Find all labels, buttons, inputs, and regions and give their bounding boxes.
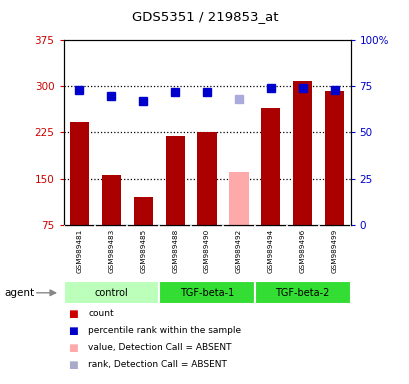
- Text: control: control: [94, 288, 128, 298]
- Text: GSM989488: GSM989488: [172, 229, 178, 273]
- Text: GSM989492: GSM989492: [235, 229, 241, 273]
- Bar: [165, 136, 184, 225]
- Bar: [292, 81, 312, 225]
- Text: GSM989499: GSM989499: [331, 229, 337, 273]
- Text: ■: ■: [67, 309, 77, 319]
- Text: ■: ■: [67, 360, 77, 370]
- Bar: [133, 197, 153, 225]
- Text: GSM989481: GSM989481: [76, 229, 82, 273]
- Bar: [101, 175, 121, 225]
- Bar: [197, 132, 216, 225]
- Text: GDS5351 / 219853_at: GDS5351 / 219853_at: [131, 10, 278, 23]
- FancyBboxPatch shape: [159, 281, 254, 304]
- Text: GSM989496: GSM989496: [299, 229, 305, 273]
- FancyBboxPatch shape: [254, 281, 350, 304]
- Text: ■: ■: [67, 326, 77, 336]
- Bar: [229, 172, 248, 225]
- Bar: [324, 91, 343, 225]
- Text: GSM989485: GSM989485: [140, 229, 146, 273]
- Text: rank, Detection Call = ABSENT: rank, Detection Call = ABSENT: [88, 360, 227, 369]
- Text: count: count: [88, 309, 114, 318]
- Text: TGF-beta-2: TGF-beta-2: [275, 288, 329, 298]
- Text: ■: ■: [67, 343, 77, 353]
- Text: GSM989483: GSM989483: [108, 229, 114, 273]
- Text: percentile rank within the sample: percentile rank within the sample: [88, 326, 240, 335]
- FancyBboxPatch shape: [63, 281, 159, 304]
- Bar: [261, 108, 280, 225]
- Text: TGF-beta-1: TGF-beta-1: [180, 288, 234, 298]
- Text: value, Detection Call = ABSENT: value, Detection Call = ABSENT: [88, 343, 231, 352]
- Text: GSM989490: GSM989490: [204, 229, 209, 273]
- Text: GSM989494: GSM989494: [267, 229, 273, 273]
- Bar: [70, 122, 89, 225]
- Text: agent: agent: [4, 288, 34, 298]
